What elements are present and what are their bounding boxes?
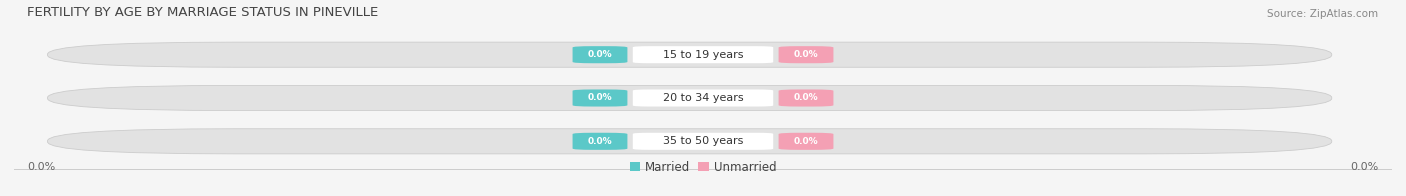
FancyBboxPatch shape	[779, 46, 834, 63]
Text: Source: ZipAtlas.com: Source: ZipAtlas.com	[1267, 9, 1378, 19]
FancyBboxPatch shape	[572, 89, 627, 107]
Text: 0.0%: 0.0%	[794, 50, 818, 59]
Text: 20 to 34 years: 20 to 34 years	[662, 93, 744, 103]
Text: 0.0%: 0.0%	[1350, 162, 1378, 172]
Text: 0.0%: 0.0%	[588, 93, 612, 103]
Text: 15 to 19 years: 15 to 19 years	[662, 50, 744, 60]
Text: 0.0%: 0.0%	[794, 93, 818, 103]
FancyBboxPatch shape	[633, 89, 773, 107]
FancyBboxPatch shape	[48, 85, 1331, 111]
Text: 0.0%: 0.0%	[588, 137, 612, 146]
FancyBboxPatch shape	[572, 46, 627, 63]
Text: 0.0%: 0.0%	[588, 50, 612, 59]
Legend: Married, Unmarried: Married, Unmarried	[630, 161, 776, 174]
FancyBboxPatch shape	[48, 129, 1331, 154]
FancyBboxPatch shape	[779, 89, 834, 107]
FancyBboxPatch shape	[633, 46, 773, 63]
FancyBboxPatch shape	[779, 133, 834, 150]
FancyBboxPatch shape	[633, 133, 773, 150]
FancyBboxPatch shape	[48, 42, 1331, 67]
Text: 35 to 50 years: 35 to 50 years	[662, 136, 744, 146]
Text: 0.0%: 0.0%	[28, 162, 56, 172]
Text: 0.0%: 0.0%	[794, 137, 818, 146]
Text: FERTILITY BY AGE BY MARRIAGE STATUS IN PINEVILLE: FERTILITY BY AGE BY MARRIAGE STATUS IN P…	[28, 6, 378, 19]
FancyBboxPatch shape	[572, 133, 627, 150]
